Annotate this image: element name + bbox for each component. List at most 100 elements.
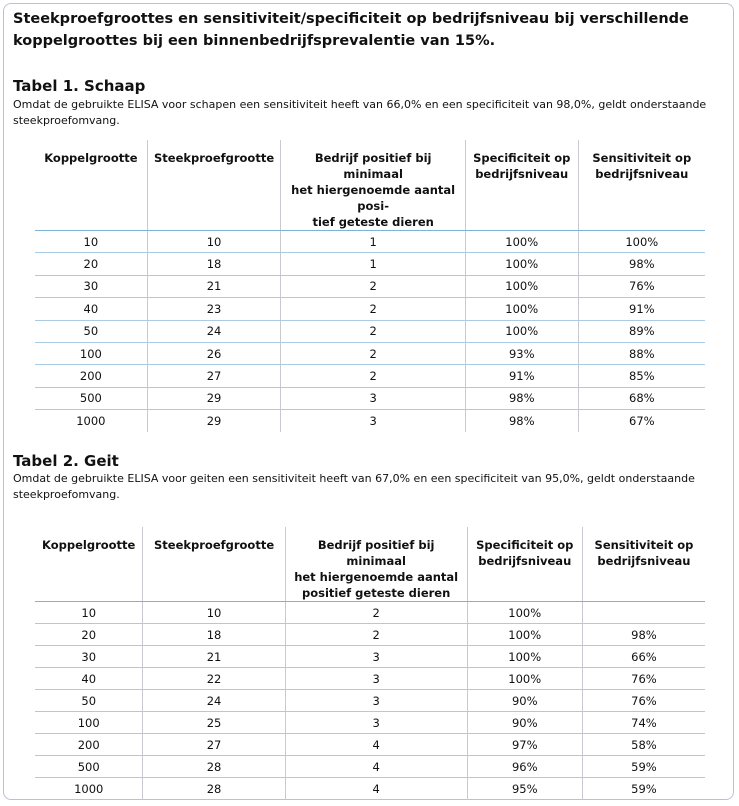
table-cell: 500 <box>35 755 143 778</box>
table-cell: 58% <box>581 733 705 756</box>
column-header: Koppelgrootte <box>35 140 148 231</box>
table-row: 40 22 3 100% 76% <box>35 667 705 690</box>
table-cell: 1000 <box>76 414 106 429</box>
column-header: Steekproefgrootte <box>146 140 281 231</box>
table-cell: 100% <box>464 297 579 321</box>
table-row: 100 26 2 93% 88% <box>35 342 705 366</box>
table-cell: 22 <box>142 667 286 690</box>
header-line: Sensitiviteit op <box>592 151 692 165</box>
header-line: Specificiteit op <box>473 151 571 165</box>
table-row: 20 18 2 100% 98% <box>35 623 705 646</box>
table-cell: 2 <box>280 320 466 343</box>
column-header: Specificiteit op bedrijfsniveau <box>464 140 579 231</box>
header-line: het hiergenoemde aantal <box>294 570 459 584</box>
table-cell: 20 <box>35 623 143 646</box>
column-header: Bedrijf positief bij minimaal het hiergen… <box>284 527 468 602</box>
table-row: 500 29 3 98% 68% <box>35 387 705 411</box>
table-cell: 10 <box>35 230 148 254</box>
table-cell: 2 <box>284 623 468 646</box>
header-line: positief geteste dieren <box>302 586 451 600</box>
table-cell: 98% <box>464 387 579 411</box>
table-cell: 3 <box>284 645 468 668</box>
table-cell: 18 <box>146 252 281 276</box>
column-header: Sensitiviteit op bedrijfsniveau <box>577 140 705 231</box>
table-cell: 2 <box>280 297 466 321</box>
table-cell: 20 <box>35 252 148 276</box>
table-cell: 3 <box>284 711 468 734</box>
table-cell: 93% <box>464 342 579 366</box>
table-cell: 91% <box>464 364 579 388</box>
header-line: Steekproefgrootte <box>153 151 275 165</box>
table-row: 200 27 4 97% 58% <box>35 733 705 756</box>
table-cell: 98% <box>581 623 705 646</box>
table-cell: 2 <box>280 364 466 388</box>
table-cell: 26 <box>146 342 281 366</box>
table-cell: 4 <box>284 755 468 778</box>
table-cell: 40 <box>35 667 143 690</box>
description-line: steekproefomvang. <box>13 488 120 501</box>
data-table: Koppelgrootte Steekproefgrootte Bedrijf po… <box>35 140 705 433</box>
header-line: bedrijfsniveau <box>597 554 691 568</box>
table-cell: 24 <box>146 320 281 343</box>
header-line: Sensitiviteit op <box>594 538 694 552</box>
table-cell: 10 <box>142 601 286 624</box>
table-cell: 500 <box>35 387 148 411</box>
table-row: 10 10 2 100% <box>35 601 705 624</box>
header-row: Koppelgrootte Steekproefgrootte Bedrijf po… <box>35 140 705 231</box>
table-cell: 100% <box>466 623 583 646</box>
table-cell: 1000 <box>74 781 104 796</box>
table-cell: 74% <box>581 711 705 734</box>
table-cell: 68% <box>577 387 705 411</box>
header-line: bedrijfsniveau <box>475 167 569 181</box>
table-cell: 100% <box>466 667 583 690</box>
table-cell: 66% <box>581 645 705 668</box>
table-cell: 59% <box>581 777 705 800</box>
table-cell: 4 <box>284 777 468 800</box>
table-title: Tabel 2. Geit <box>13 452 119 470</box>
table-cell: 98% <box>464 409 579 433</box>
table-cell: 97% <box>466 733 583 756</box>
table-cell: 2 <box>284 601 468 624</box>
table-cell: 30 <box>35 275 148 299</box>
page-title: Steekproefgroottes en sensitiviteit/spec… <box>13 8 689 52</box>
header-line: Specificiteit op <box>476 538 574 552</box>
table-cell: 100% <box>466 601 583 624</box>
table-row: 100 25 3 90% 74% <box>35 711 705 734</box>
table-cell: 29 <box>146 387 281 411</box>
table-cell: 76% <box>581 667 705 690</box>
table-cell: 88% <box>577 342 705 366</box>
table-cell: 27 <box>142 733 286 756</box>
table-row: 50 24 3 90% 76% <box>35 689 705 712</box>
column-header: Bedrijf positief bij minimaal het hiergen… <box>280 140 466 231</box>
title-line: Steekproefgroottes en sensitiviteit/spec… <box>13 11 689 27</box>
title-line: koppelgroottes bij een binnenbedrijfspre… <box>13 33 496 49</box>
table-cell: 200 <box>35 364 148 388</box>
table-row: 1000 28 4 95% 59% <box>35 777 705 800</box>
header-line: bedrijfsniveau <box>595 167 689 181</box>
table-cell: 29 <box>146 409 281 433</box>
table-cell: 100 <box>35 342 148 366</box>
table-cell: 3 <box>284 667 468 690</box>
header-line: bedrijfsniveau <box>478 554 572 568</box>
table-cell: 28 <box>142 777 286 800</box>
table-cell: 23 <box>146 297 281 321</box>
table-cell: 3 <box>284 689 468 712</box>
table-cell: 24 <box>142 689 286 712</box>
table-cell: 91% <box>577 297 705 321</box>
table-row: 30 21 3 100% 66% <box>35 645 705 668</box>
header-line: Steekproefgrootte <box>153 538 275 552</box>
table-cell: 100% <box>464 252 579 276</box>
table-cell: 10 <box>146 230 281 254</box>
table-cell <box>581 601 705 624</box>
table-cell: 85% <box>577 364 705 388</box>
table-cell: 3 <box>280 409 466 433</box>
table-cell: 3 <box>280 387 466 411</box>
header-line: Bedrijf positief bij minimaal <box>314 151 432 181</box>
table-cell: 100% <box>464 230 579 254</box>
table-cell: 21 <box>142 645 286 668</box>
table-cell: 1 <box>280 252 466 276</box>
table-cell: 10 <box>35 601 143 624</box>
table-cell: 100% <box>464 275 579 299</box>
table-row: 50 24 2 100% 89% <box>35 320 705 343</box>
